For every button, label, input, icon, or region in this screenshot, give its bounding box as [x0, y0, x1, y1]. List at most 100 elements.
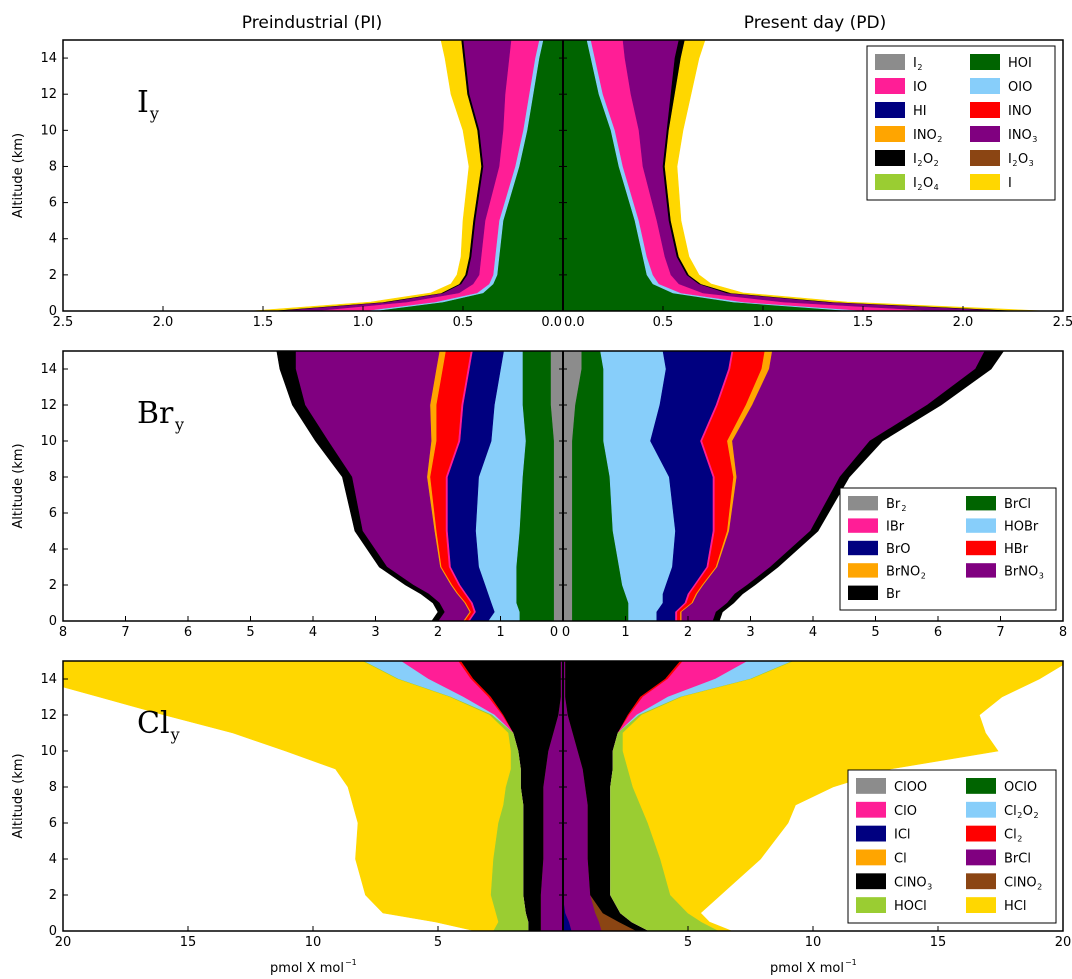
- legend-label: I: [913, 176, 917, 191]
- x-tick-label: 3: [746, 625, 754, 640]
- x-tick-label: 4: [809, 625, 817, 640]
- legend-label-subscript: 2: [921, 571, 926, 580]
- y-tick-label: 2: [49, 578, 57, 593]
- legend-swatch: [856, 801, 886, 818]
- x-tick-label: 5: [246, 625, 254, 640]
- legend-label-subscript2: 2: [934, 159, 939, 168]
- header-left: Preindustrial (PI): [242, 13, 382, 33]
- y-tick-label: 8: [49, 470, 57, 485]
- x-tick-label: 5: [434, 935, 442, 950]
- legend-swatch: [875, 126, 905, 142]
- legend-label: HOBr: [1004, 520, 1039, 535]
- x-tick-label: 3: [371, 625, 379, 640]
- legend-label: HBr: [1004, 542, 1029, 557]
- x-tick-label: 5: [684, 935, 692, 950]
- x-tick-label: 0.5: [453, 315, 474, 330]
- y-tick-label: 12: [40, 398, 57, 413]
- y-tick-label: 6: [49, 506, 57, 521]
- legend-label-part2: O: [923, 152, 933, 167]
- x-tick-label: 0.5: [653, 315, 674, 330]
- legend-label: INO: [1008, 128, 1032, 143]
- area-hcl-pd: [622, 661, 1063, 931]
- legend-swatch: [970, 150, 1000, 166]
- panel-title-subscript: y: [170, 725, 180, 744]
- legend-label: OClO: [1004, 780, 1037, 795]
- area-i-pd: [664, 40, 1046, 311]
- legend-label-subscript: 2: [1012, 159, 1017, 168]
- legend-swatch: [970, 102, 1000, 118]
- x-tick-label: 0.0: [541, 315, 562, 330]
- legend-swatch: [970, 54, 1000, 70]
- y-tick-label: 4: [49, 232, 57, 247]
- legend-label-subscript: 3: [1032, 135, 1037, 144]
- legend-label: I: [913, 56, 917, 71]
- panel-1: 0 2 4 6 8 10 12 14 2.5 2.0 1.5 1.0 0.5 0.0 0.0 0.5 1.0 1.…: [11, 39, 1072, 330]
- legend-label: Cl: [1004, 828, 1017, 843]
- legend-label-subscript: 2: [917, 183, 922, 192]
- y-tick-label: 0: [49, 924, 57, 939]
- y-tick-label: 8: [49, 780, 57, 795]
- legend-swatch: [856, 849, 886, 866]
- legend-label: IBr: [886, 520, 905, 535]
- legend-label: INO: [913, 128, 937, 143]
- y-axis-label: Altitude (km): [11, 753, 26, 838]
- legend-label: HCl: [1004, 899, 1026, 914]
- x-tick-label: 5: [871, 625, 879, 640]
- legend-label: I: [1008, 176, 1012, 191]
- x-tick-label: 2: [434, 625, 442, 640]
- legend-label-subscript: 2: [917, 63, 922, 72]
- x-tick-label: 1.5: [853, 315, 874, 330]
- legend-label: INO: [1008, 104, 1032, 119]
- legend-swatch: [970, 126, 1000, 142]
- legend-swatch: [848, 585, 878, 600]
- legend-label-subscript: 2: [1017, 835, 1022, 844]
- x-tick-label: 20: [1055, 935, 1072, 950]
- legend-label-subscript: 3: [1039, 571, 1044, 580]
- legend-label-part2: O: [923, 176, 933, 191]
- legend-label: Cl: [894, 851, 907, 866]
- legend-swatch: [875, 54, 905, 70]
- x-tick-label: 15: [930, 935, 947, 950]
- legend-label: BrCl: [1004, 497, 1031, 512]
- legend-label: HOI: [1008, 56, 1032, 71]
- y-tick-label: 2: [49, 268, 57, 283]
- legend-swatch: [966, 849, 996, 866]
- area-hcl-pi: [63, 661, 511, 931]
- legend-label-subscript2: 3: [1029, 159, 1034, 168]
- legend-label: I: [1008, 152, 1012, 167]
- legend-swatch: [856, 778, 886, 794]
- y-axis-label: Altitude (km): [11, 133, 26, 218]
- y-tick-label: 12: [40, 87, 57, 102]
- legend-swatch: [875, 102, 905, 118]
- y-tick-label: 8: [49, 159, 57, 174]
- x-tick-label: 10: [805, 935, 822, 950]
- y-tick-label: 0: [49, 304, 57, 319]
- panel-title: Cl: [137, 706, 170, 741]
- legend-swatch: [966, 540, 996, 556]
- x-tick-label: 2: [684, 625, 692, 640]
- legend-swatch: [970, 78, 1000, 94]
- legend-swatch: [966, 873, 996, 890]
- x-tick-label: 0: [562, 625, 570, 640]
- x-tick-label: 1.5: [253, 315, 274, 330]
- x-tick-label: 7: [996, 625, 1004, 640]
- legend-swatch: [856, 873, 886, 890]
- legend-swatch: [966, 563, 996, 578]
- header-right: Present day (PD): [744, 13, 886, 33]
- stacked-areas: [250, 40, 1046, 311]
- legend-swatch: [856, 825, 886, 842]
- y-tick-label: 6: [49, 816, 57, 831]
- legend-swatch: [848, 496, 878, 511]
- x-tick-label: 1: [621, 625, 629, 640]
- legend-swatch: [966, 801, 996, 818]
- legend-label: Br: [886, 587, 901, 602]
- legend-label: Cl: [1004, 804, 1017, 819]
- y-tick-label: 12: [40, 708, 57, 723]
- legend-label-subscript: 2: [1017, 811, 1022, 820]
- legend-swatch: [970, 174, 1000, 190]
- x-tick-label: 1: [496, 625, 504, 640]
